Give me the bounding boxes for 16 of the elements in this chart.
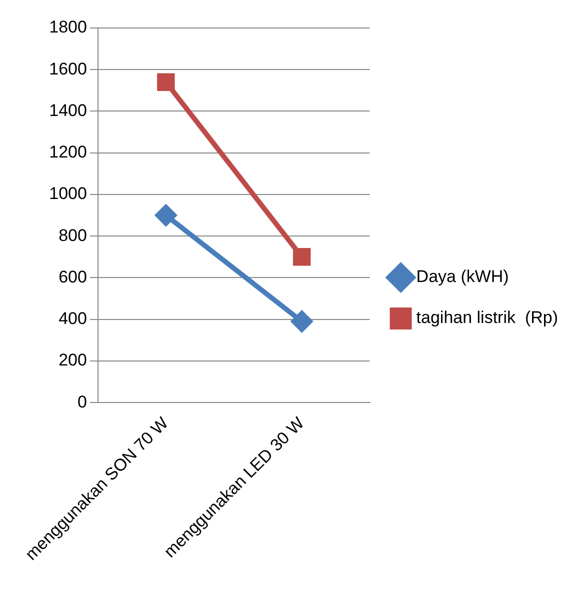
y-tick-label: 1600 — [49, 59, 87, 78]
legend-label: Daya (kWH) — [416, 267, 509, 286]
point — [291, 310, 312, 332]
y-tick-label: 1400 — [49, 100, 87, 120]
point — [292, 248, 311, 266]
y-tick-label: 1200 — [49, 142, 87, 162]
y-tick-label: 400 — [58, 309, 87, 328]
y-tick-label: 1800 — [49, 18, 87, 37]
legend-label: tagihan listrik (Rp) — [416, 308, 558, 328]
point — [157, 73, 175, 91]
point — [155, 204, 176, 226]
y-tick-label: 0 — [78, 392, 87, 412]
y-tick-label: 200 — [58, 350, 87, 370]
y-tick-label: 1000 — [49, 184, 87, 204]
y-tick-label: 800 — [58, 226, 87, 245]
y-tick-label: 600 — [58, 267, 87, 286]
